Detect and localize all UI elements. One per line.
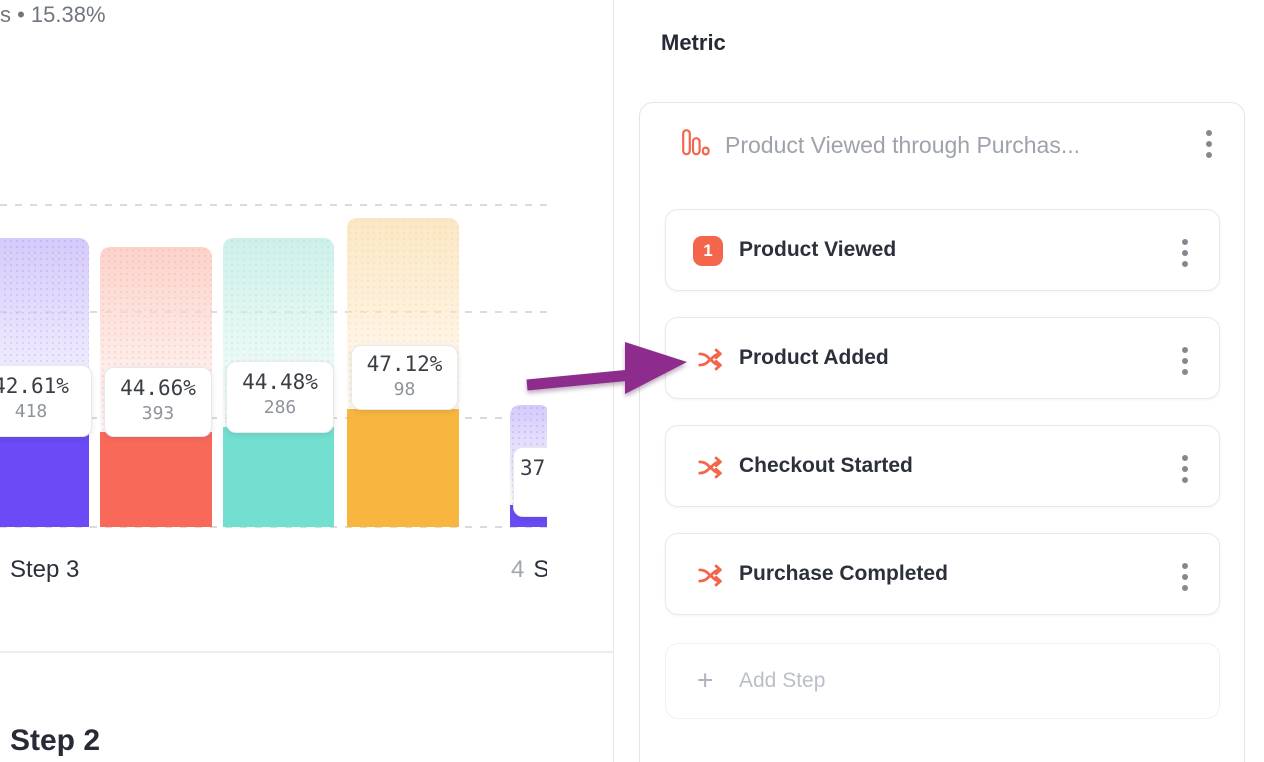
shuffle-icon bbox=[697, 346, 724, 378]
plus-icon: + bbox=[697, 664, 714, 696]
panel-heading: Metric bbox=[661, 30, 726, 55]
gridline-baseline bbox=[0, 526, 547, 528]
conversion-stat-text: s • 15.38% bbox=[0, 2, 106, 27]
kebab-menu-button[interactable] bbox=[1182, 563, 1196, 603]
shuffle-icon bbox=[697, 562, 724, 594]
funnel-step-row[interactable]: Purchase Completed bbox=[665, 533, 1220, 615]
kebab-menu-button[interactable] bbox=[1182, 455, 1196, 495]
annotation-arrow bbox=[526, 342, 687, 394]
metric-card: Product Viewed through Purchas... 1 Prod… bbox=[639, 102, 1245, 762]
bar-value-label: 37 bbox=[513, 447, 547, 517]
kebab-menu-button[interactable] bbox=[1182, 347, 1196, 387]
bar-value-label: 44.48% 286 bbox=[226, 361, 334, 433]
funnel-chart-icon bbox=[682, 129, 710, 165]
shuffle-icon bbox=[697, 454, 724, 486]
x-axis-label: 4Step 4 bbox=[511, 556, 547, 583]
funnel-step-row[interactable]: Product Added bbox=[665, 317, 1220, 399]
funnel-chart: 42.61% 418 44.66% 393 44.48% 286 47.12% … bbox=[0, 0, 547, 650]
kebab-menu-button[interactable] bbox=[1182, 239, 1196, 279]
add-step-button[interactable]: + Add Step bbox=[665, 643, 1220, 719]
funnel-step-row[interactable]: 1 Product Viewed bbox=[665, 209, 1220, 291]
gridline bbox=[0, 204, 547, 206]
x-axis-label: Step 3 bbox=[10, 556, 80, 583]
funnel-step-row[interactable]: Checkout Started bbox=[665, 425, 1220, 507]
bar-value-label: 47.12% 98 bbox=[351, 345, 458, 410]
metric-title: Product Viewed through Purchas... bbox=[725, 132, 1081, 158]
section-heading: Step 2 bbox=[10, 724, 101, 757]
step-number-badge: 1 bbox=[693, 236, 723, 266]
bar-value-label: 42.61% 418 bbox=[0, 365, 92, 437]
section-divider bbox=[0, 651, 613, 653]
kebab-menu-button[interactable] bbox=[1206, 130, 1220, 170]
bar-value-label: 44.66% 393 bbox=[104, 367, 212, 437]
metric-side-panel: Metric Product Viewed through Purchas...… bbox=[613, 0, 1264, 762]
